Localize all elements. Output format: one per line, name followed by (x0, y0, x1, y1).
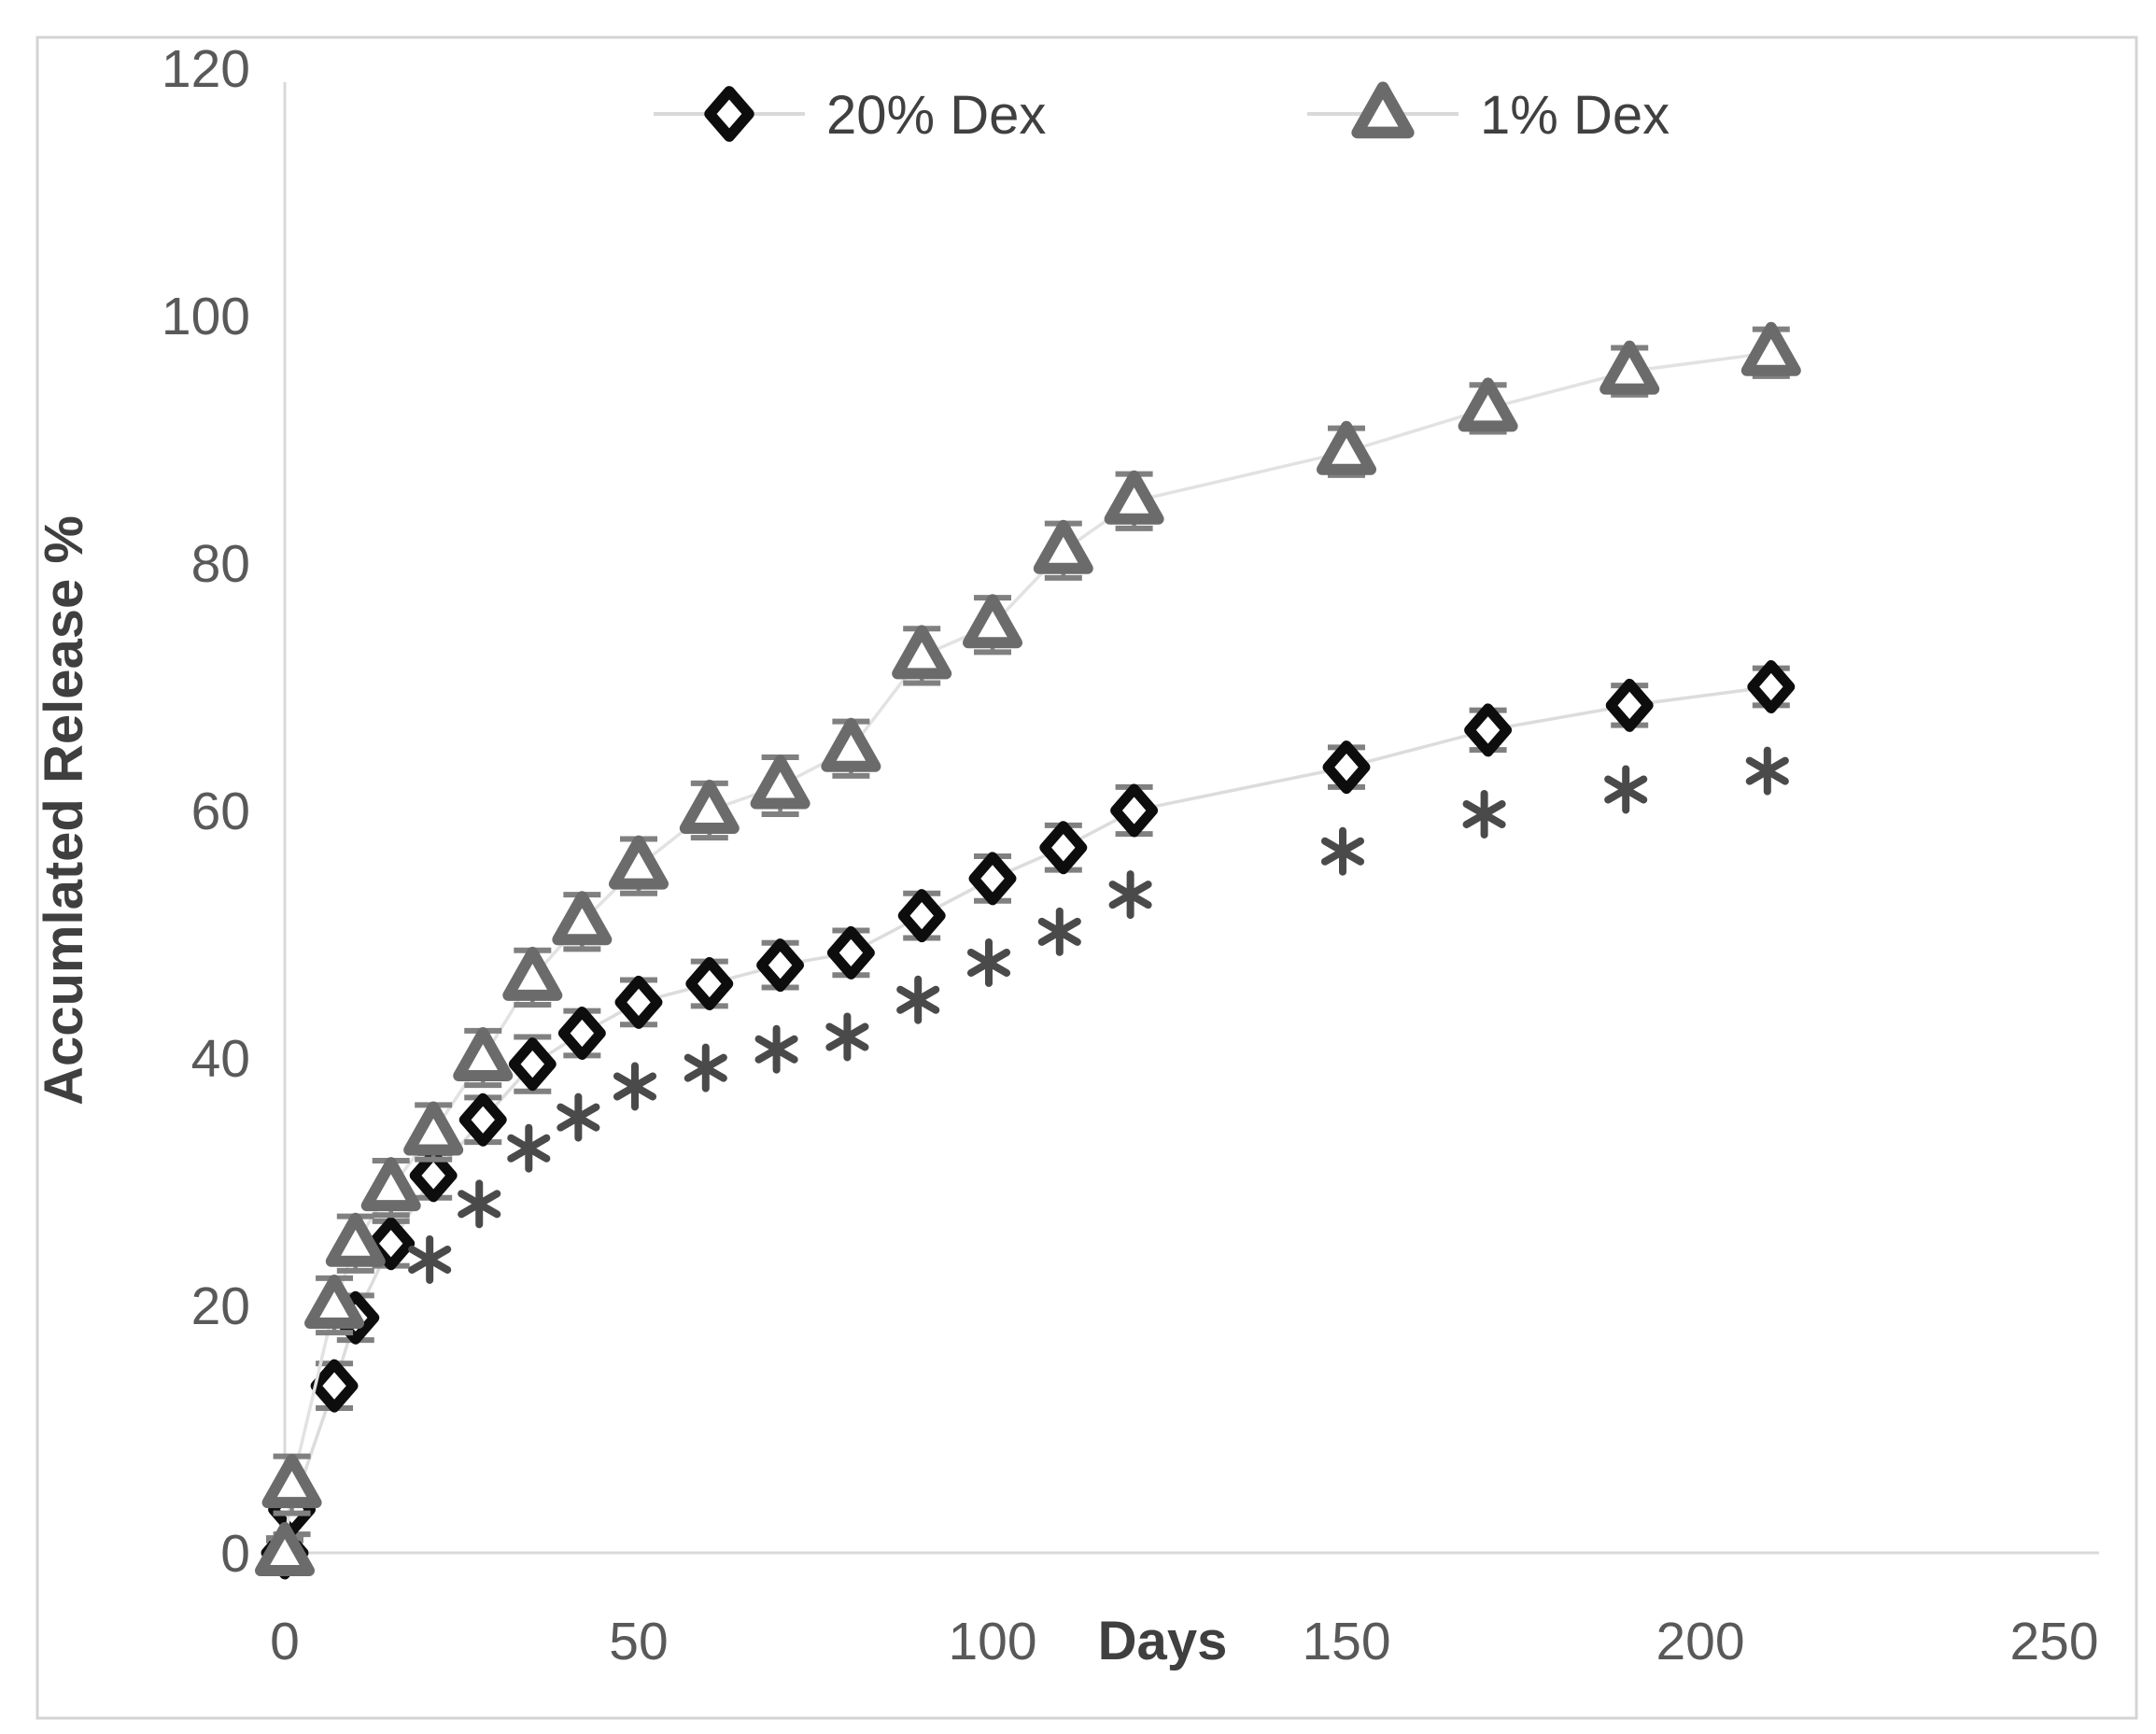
triangle-marker (1104, 470, 1164, 525)
triangle-marker (552, 891, 613, 946)
significance-asterisk (507, 1123, 551, 1173)
triangle-marker (1317, 420, 1376, 475)
significance-layer (408, 746, 1789, 1284)
y-tick-label: 80 (191, 534, 250, 594)
diamond-marker (1322, 740, 1371, 795)
significance-asterisk (408, 1234, 452, 1284)
triangle-marker (453, 1027, 514, 1081)
y-tick-label: 0 (220, 1524, 250, 1584)
significance-asterisk (683, 1043, 727, 1093)
significance-asterisk (896, 975, 940, 1024)
x-tick-label: 100 (948, 1612, 1036, 1671)
y-tick-label: 100 (162, 287, 250, 346)
triangle-marker (1740, 321, 1801, 376)
figure-border (35, 35, 2138, 1720)
y-tick-label: 40 (191, 1029, 250, 1089)
diamond-marker (1747, 660, 1796, 713)
diamond-marker (409, 1149, 458, 1203)
triangle-marker (1033, 519, 1093, 574)
series-line (283, 351, 1772, 1554)
series-1-dex (255, 321, 1801, 1576)
diamond-marker (508, 1037, 557, 1092)
triangle-marker (261, 1454, 322, 1509)
significance-asterisk (1604, 765, 1648, 814)
y-axis-title: Accumlated Release % (34, 515, 94, 1106)
diamond-marker (557, 1007, 606, 1060)
triangle-marker (403, 1101, 464, 1156)
legend-label: 1% Dex (1480, 85, 1670, 146)
significance-asterisk (1745, 746, 1789, 796)
significance-asterisk (825, 1012, 869, 1062)
triangle-marker (1458, 377, 1518, 432)
diamond-marker (826, 925, 875, 980)
triangle-marker (502, 946, 563, 1001)
triangle-marker (255, 1522, 315, 1576)
triangle-marker (360, 1157, 421, 1212)
significance-asterisk (557, 1093, 600, 1142)
series-layer (255, 321, 1801, 1580)
diamond-marker (1110, 783, 1159, 838)
triangle-marker (963, 594, 1022, 649)
triangle-marker (609, 835, 669, 890)
triangle-marker (679, 780, 740, 834)
y-tick-label: 20 (191, 1276, 250, 1336)
triangle-marker (1599, 340, 1660, 395)
y-tick-label: 60 (191, 782, 250, 841)
triangle-marker (1351, 81, 1415, 139)
significance-asterisk (1462, 789, 1506, 839)
triangle-marker (892, 625, 952, 680)
significance-asterisk (966, 937, 1011, 987)
y-tick-label: 120 (162, 39, 250, 99)
x-tick-label: 50 (609, 1612, 668, 1671)
significance-asterisk (1320, 826, 1365, 876)
triangle-marker (304, 1275, 365, 1329)
x-tick-label: 250 (2009, 1612, 2098, 1671)
legend: 20% Dex 1% Dex (654, 81, 1670, 146)
series-20-dex (261, 660, 1796, 1580)
legend-label: 20% Dex (826, 85, 1046, 146)
significance-asterisk (754, 1024, 798, 1074)
significance-asterisk (458, 1179, 501, 1229)
x-tick-label: 150 (1302, 1612, 1390, 1671)
x-tick-label: 200 (1656, 1612, 1744, 1671)
series-line (283, 684, 1772, 1554)
legend-item-20-dex: 20% Dex (654, 85, 1046, 146)
significance-asterisk (613, 1062, 657, 1111)
diamond-marker (685, 957, 734, 1010)
diamond-marker (1605, 678, 1654, 732)
significance-asterisk (1037, 907, 1081, 956)
diamond-marker (614, 975, 663, 1029)
y-tick-labels: 0 20 40 60 80 100 120 (162, 39, 250, 1584)
diamond-marker (1464, 703, 1513, 757)
x-tick-labels: 0 50 100 150 200 250 (270, 1612, 2098, 1671)
triangle-marker (750, 754, 810, 810)
diamond-marker (1039, 821, 1088, 875)
diamond-marker (968, 852, 1017, 906)
x-axis-title: Days (1098, 1611, 1228, 1671)
legend-item-1-dex: 1% Dex (1307, 81, 1670, 146)
diamond-marker (458, 1093, 507, 1147)
diamond-marker (310, 1359, 359, 1413)
diamond-marker (704, 86, 754, 142)
significance-asterisk (1108, 870, 1152, 920)
diamond-marker (756, 938, 805, 993)
triangle-marker (325, 1212, 386, 1267)
triangle-marker (821, 717, 881, 772)
diamond-marker (897, 889, 946, 943)
x-tick-label: 0 (270, 1612, 300, 1671)
